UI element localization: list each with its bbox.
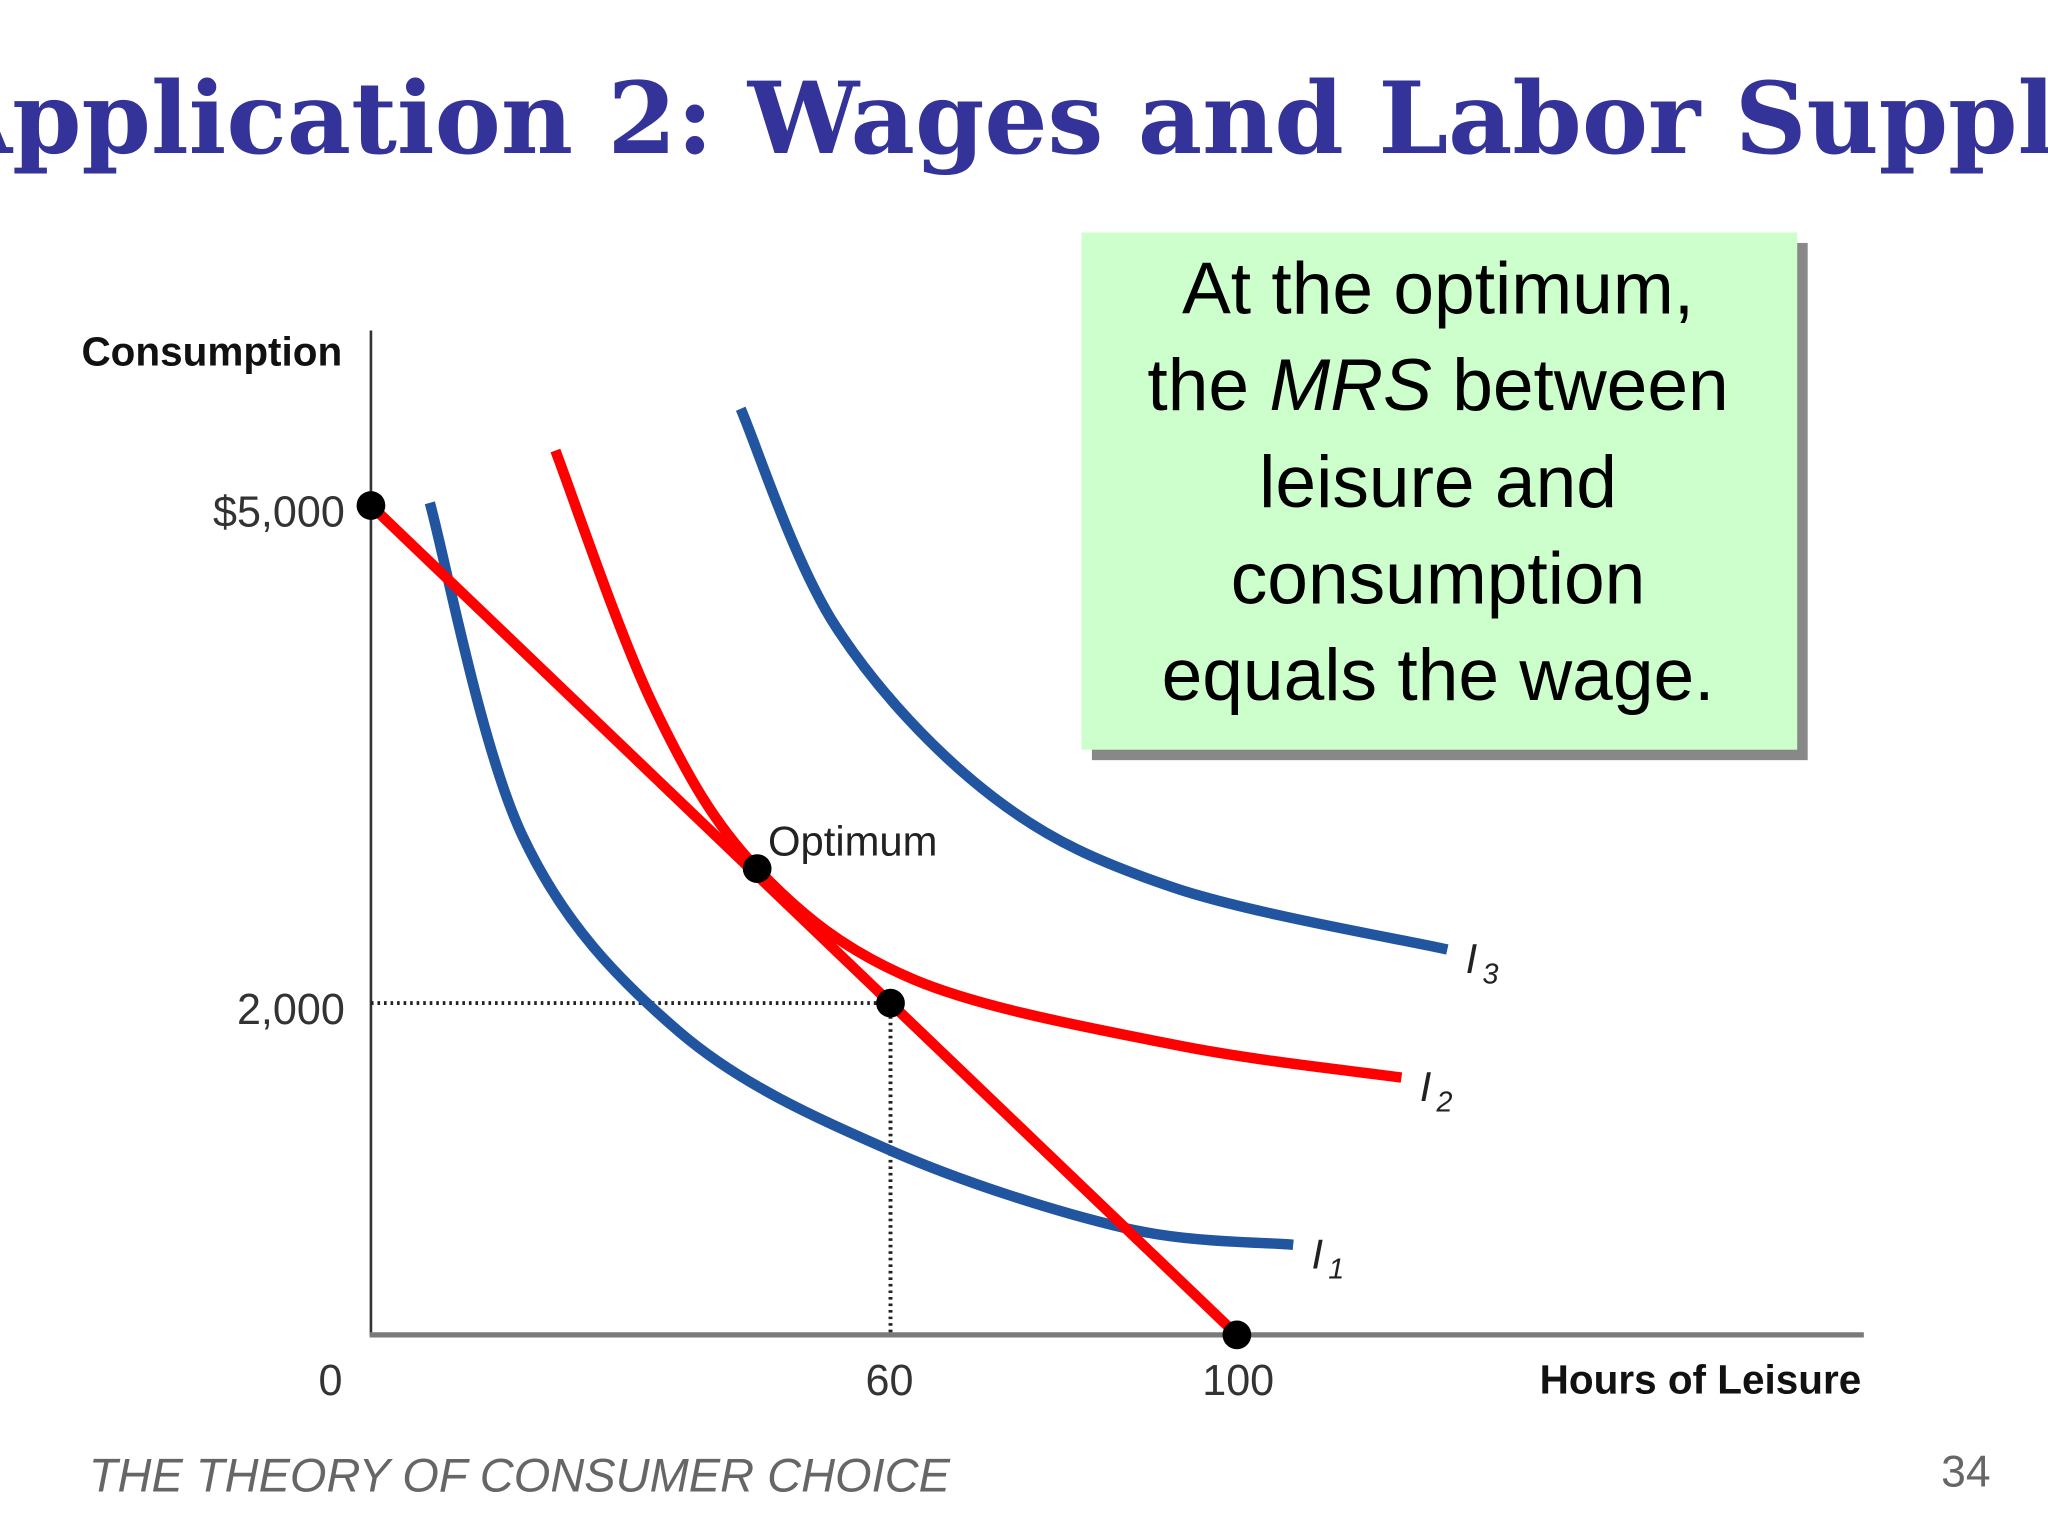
callout-line-4: consumption bbox=[1231, 538, 1646, 619]
x-tick-60: 60 bbox=[866, 1357, 914, 1405]
callout-background bbox=[1081, 232, 1798, 750]
x-tick-100: 100 bbox=[1202, 1357, 1274, 1405]
y-tick-5000: $5,000 bbox=[213, 488, 345, 536]
y-axis-label: Consumption bbox=[81, 329, 342, 375]
indifference-curve-3 bbox=[735, 406, 1449, 955]
point-marker-1 bbox=[742, 854, 772, 883]
indifference-curve-2 bbox=[550, 448, 1403, 1083]
callout-line-3: leisure and bbox=[1259, 442, 1617, 523]
callout-line-5: equals the wage. bbox=[1162, 635, 1715, 716]
callout-box: At the optimum, the MRS between leisure … bbox=[1081, 232, 1808, 761]
budget-constraint-line bbox=[367, 501, 1241, 1339]
y-tick-2000: 2,000 bbox=[237, 986, 345, 1034]
point-marker-2 bbox=[876, 988, 905, 1018]
x-tick-0: 0 bbox=[318, 1357, 342, 1405]
page-number: 34 bbox=[1941, 1447, 1990, 1496]
footer-text: THE THEORY OF CONSUMER CHOICE bbox=[89, 1449, 951, 1502]
slide-title: Application 2: Wages and Labor Supply bbox=[0, 61, 2048, 177]
callout-line-2: the MRS between bbox=[1147, 345, 1728, 426]
point-marker-3 bbox=[1222, 1320, 1252, 1350]
point-marker-0 bbox=[356, 491, 386, 520]
optimum-label: Optimum bbox=[768, 818, 937, 865]
callout-line-1: At the optimum, bbox=[1182, 248, 1694, 329]
x-axis-label: Hours of Leisure bbox=[1540, 1357, 1862, 1403]
mrs-term: MRS bbox=[1269, 345, 1432, 426]
